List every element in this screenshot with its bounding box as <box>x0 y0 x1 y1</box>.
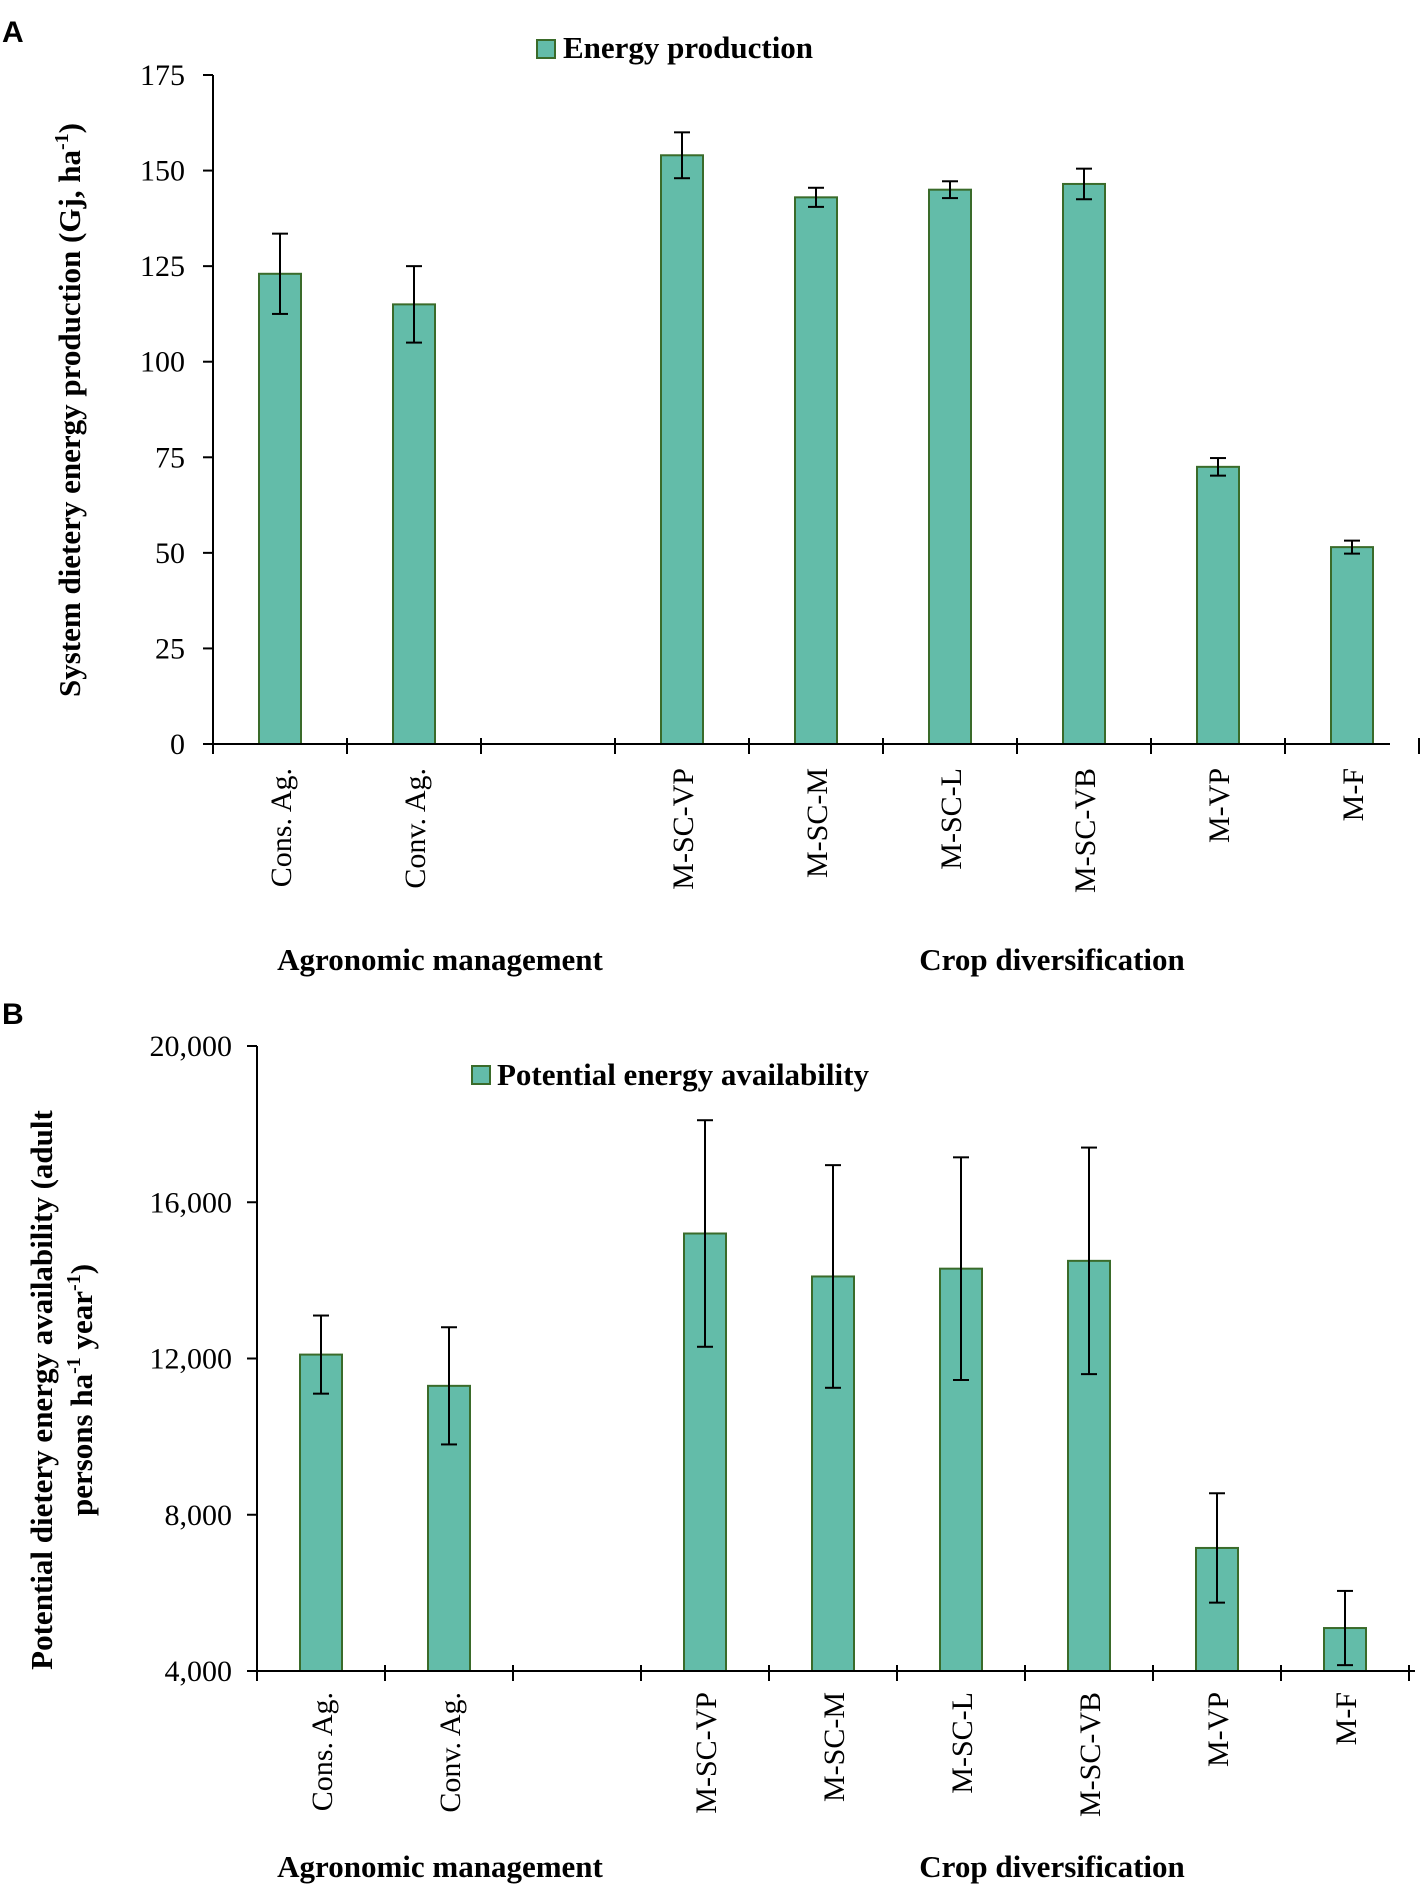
y-axis-title-a: System dietery energy production (Gj, ha… <box>51 123 87 697</box>
x-tick-label: M-SC-L <box>946 1692 979 1794</box>
y-tick-label: 150 <box>140 155 185 188</box>
x-tick-label: M-VP <box>1203 768 1236 843</box>
error-bar <box>697 1119 713 1348</box>
y-tick-label: 75 <box>155 441 185 474</box>
bar-m-vp <box>1196 465 1240 745</box>
legend-label-b: Potential energy availability <box>497 1057 869 1092</box>
y-axis-title-b-line2-a: persons ha <box>64 1373 99 1516</box>
y-tick-label: 100 <box>140 346 185 379</box>
x-labels-b: Cons. Ag. Conv. Ag. M-SC-VP M-SC-M M-SC-L M-S… <box>306 1692 1363 1817</box>
x-tick-label: M-SC-VP <box>690 1692 723 1814</box>
error-bar <box>953 1156 969 1381</box>
legend-swatch-b <box>471 1065 491 1085</box>
bar-cons-ag- <box>299 1353 343 1672</box>
error-bar <box>1081 1146 1097 1376</box>
bar-m-sc-l <box>928 188 972 745</box>
y-axis-title-b-line2-sup2: -1 <box>63 1274 85 1291</box>
y-axis-title-b-line2-end: ) <box>64 1264 99 1274</box>
y-tick-label: 175 <box>140 59 185 92</box>
y-tick-label: 8,000 <box>165 1499 233 1532</box>
legend-a: Energy production <box>536 30 813 65</box>
x-tick-label: M-F <box>1330 1692 1363 1745</box>
y-axis-title-b-line2-b: year <box>64 1291 99 1358</box>
y-axis-title-a-sup: -1 <box>51 133 73 150</box>
group-label-a-agronomic: Agronomic management <box>277 942 603 977</box>
chart-panel-b: B Potential energy availability Potentia… <box>2 998 1415 1884</box>
group-label-b-agronomic: Agronomic management <box>277 1849 603 1884</box>
y-axis-title-b-line2: persons ha-1 year-1) <box>63 1264 99 1516</box>
x-labels-a: Cons. Ag. Conv. Ag. M-SC-VP M-SC-M M-SC-L M-S… <box>265 768 1370 893</box>
bar-conv-ag- <box>392 303 436 745</box>
x-tick-label: M-VP <box>1202 1692 1235 1767</box>
error-bar <box>272 232 288 315</box>
x-tick-label: M-SC-M <box>801 768 834 878</box>
y-tick-label: 25 <box>155 632 185 665</box>
error-bar <box>825 1164 841 1389</box>
bar-m-f <box>1330 546 1374 745</box>
bars-a <box>258 131 1374 746</box>
error-bar <box>1209 1492 1225 1604</box>
x-tick-label: Conv. Ag. <box>399 768 432 889</box>
panel-label-b: B <box>2 998 24 1031</box>
x-tick-label: M-SC-VB <box>1069 768 1102 893</box>
y-tick-label: 0 <box>170 728 185 761</box>
error-bar <box>674 131 690 180</box>
bar-m-sc-m <box>794 196 838 745</box>
group-label-a-crop: Crop diversification <box>919 942 1185 977</box>
y-tick-label: 20,000 <box>150 1030 233 1063</box>
chart-panel-a: A Energy production System dietery energ… <box>2 16 1420 977</box>
legend-b: Potential energy availability <box>471 1057 869 1092</box>
y-axis-title-b-line2-sup1: -1 <box>63 1357 85 1374</box>
y-axis-title-a-main: System dietery energy production (Gj, ha <box>52 149 87 697</box>
error-bar <box>406 265 422 344</box>
error-bar <box>1344 539 1360 555</box>
panel-label-a: A <box>2 16 24 49</box>
y-axis-title-a-end: ) <box>52 123 87 133</box>
error-bar <box>808 186 824 208</box>
x-tick-label: Conv. Ag. <box>434 1692 467 1813</box>
y-tick-label: 50 <box>155 537 185 570</box>
y-ticks-a: 0 25 50 75 100 125 150 175 <box>140 59 1420 761</box>
x-tick-label: M-SC-VP <box>667 768 700 890</box>
x-tick-label: M-F <box>1337 768 1370 821</box>
x-tick-label: M-SC-M <box>818 1692 851 1802</box>
error-bar <box>1337 1589 1353 1667</box>
legend-label-a: Energy production <box>563 30 813 65</box>
x-tick-label: Cons. Ag. <box>265 768 298 887</box>
bar-cons-ag- <box>258 272 302 745</box>
error-bar <box>1076 167 1092 201</box>
y-tick-label: 125 <box>140 250 185 283</box>
x-tick-label: Cons. Ag. <box>306 1692 339 1811</box>
bar-m-sc-vb <box>1062 182 1106 746</box>
y-ticks-b: 4,000 8,000 12,000 16,000 20,000 <box>150 1030 1410 1688</box>
x-tick-label: M-SC-VB <box>1074 1692 1107 1817</box>
legend-swatch-a <box>536 39 556 59</box>
bar-m-sc-vp <box>660 154 704 745</box>
y-tick-label: 16,000 <box>150 1186 233 1219</box>
error-bar <box>942 180 958 200</box>
y-tick-label: 12,000 <box>150 1343 233 1376</box>
group-label-b-crop: Crop diversification <box>919 1849 1185 1884</box>
x-tick-label: M-SC-L <box>935 768 968 870</box>
error-bar <box>313 1314 329 1395</box>
error-bar <box>441 1326 457 1446</box>
error-bar <box>1210 457 1226 477</box>
bars-b <box>299 1119 1367 1672</box>
y-axis-title-b-line1: Potential dietery energy availability (a… <box>24 1110 59 1670</box>
y-tick-label: 4,000 <box>165 1655 233 1688</box>
